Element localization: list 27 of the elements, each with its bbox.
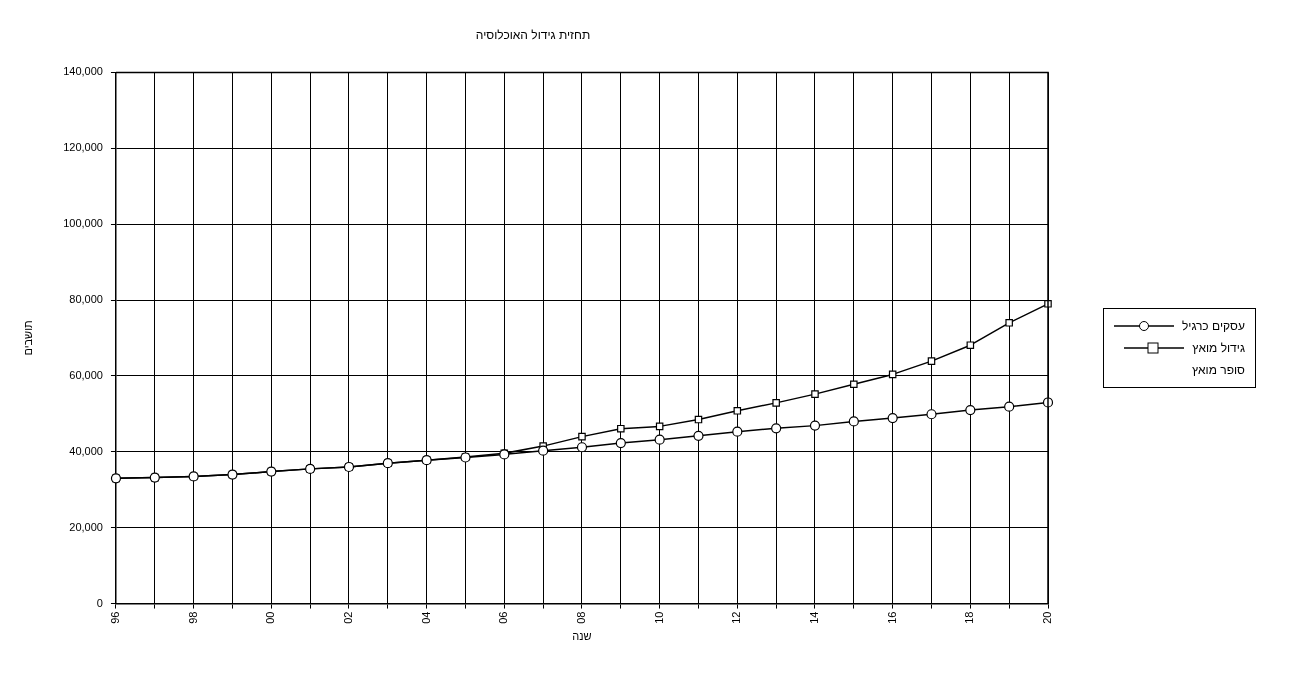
y-tick-label: 60,000: [69, 368, 103, 381]
y-tick-label: 0: [96, 596, 103, 609]
x-tick-label: 00: [264, 611, 277, 624]
text: סופר מואץ: [1191, 363, 1245, 377]
legend-label: עסקים כרגיל: [1182, 319, 1245, 333]
x-tick-label: 10: [652, 611, 665, 624]
x-tick-label: 08: [575, 611, 588, 624]
x-tick-label: 18: [963, 611, 976, 624]
y-tick-label: 140,000: [63, 65, 103, 78]
x-tick-label: 20: [1041, 611, 1054, 624]
y-tick-label: 40,000: [69, 444, 103, 457]
x-axis-title: שנה: [572, 630, 592, 643]
y-tick-label: 100,000: [63, 217, 103, 230]
legend-label: גידול מואץ: [1192, 341, 1245, 355]
y-axis-title: תושבים: [21, 320, 34, 356]
y-tick-label: 80,000: [69, 293, 103, 306]
x-tick-label: 06: [497, 611, 510, 624]
x-tick-label: 04: [419, 611, 432, 624]
y-tick-label: 20,000: [69, 520, 103, 533]
x-tick-label: 96: [108, 611, 121, 624]
chart-title: תחזית גידול האוכלוסיה: [475, 27, 591, 42]
x-tick-label: 16: [885, 611, 898, 624]
x-tick-label: 12: [730, 611, 743, 624]
x-tick-label: 02: [342, 611, 354, 624]
x-tick-label: 98: [186, 611, 199, 624]
x-tick-label: 14: [808, 611, 821, 624]
y-tick-label: 120,000: [63, 141, 103, 154]
